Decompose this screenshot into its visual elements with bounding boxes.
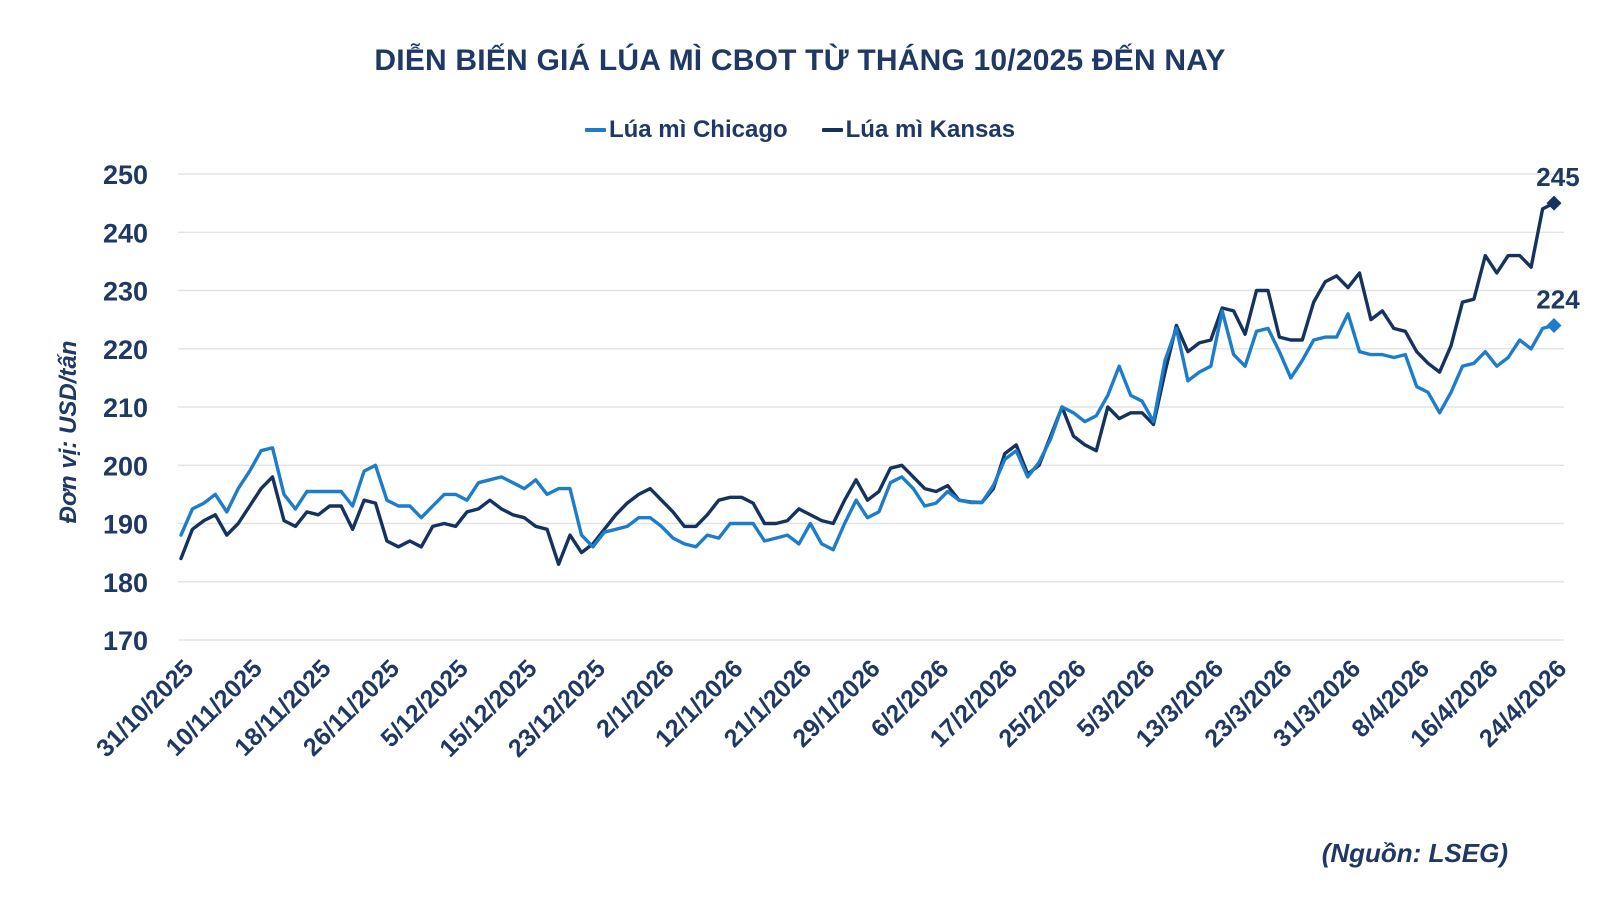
chart-title: DIỄN BIẾN GIÁ LÚA MÌ CBOT TỪ THÁNG 10/20… [374, 44, 1226, 77]
end-marker-chicago [1546, 317, 1562, 333]
chart-legend: Lúa mì Chicago Lúa mì Kansas [0, 116, 1600, 144]
y-tick-label: 200 [103, 451, 148, 481]
y-tick-label: 180 [103, 568, 148, 598]
y-tick-label: 250 [103, 160, 148, 190]
y-axis-title: Đơn vị: USD/tấn [55, 341, 82, 524]
end-value-label-kansas: 245 [1536, 162, 1579, 192]
end-marker-kansas [1546, 195, 1562, 211]
y-tick-label: 170 [103, 626, 148, 656]
y-tick-label: 230 [103, 277, 148, 307]
legend-item-chicago: Lúa mì Chicago [584, 116, 788, 144]
source-note: (Nguồn: LSEG) [1321, 838, 1508, 868]
y-tick-label: 240 [103, 218, 148, 248]
series-line-chicago [179, 309, 1556, 552]
kansas-line-swatch [821, 128, 843, 132]
y-tick-label: 220 [103, 335, 148, 365]
series-line-kansas [179, 201, 1556, 566]
legend-label-kansas: Lúa mì Kansas [845, 116, 1016, 143]
legend-label-chicago: Lúa mì Chicago [608, 116, 788, 143]
y-tick-label: 190 [103, 510, 148, 540]
chicago-line-swatch [584, 128, 606, 132]
legend-item-kansas: Lúa mì Kansas [821, 116, 1016, 144]
end-value-label-chicago: 224 [1536, 284, 1580, 314]
y-tick-label: 210 [103, 393, 148, 423]
